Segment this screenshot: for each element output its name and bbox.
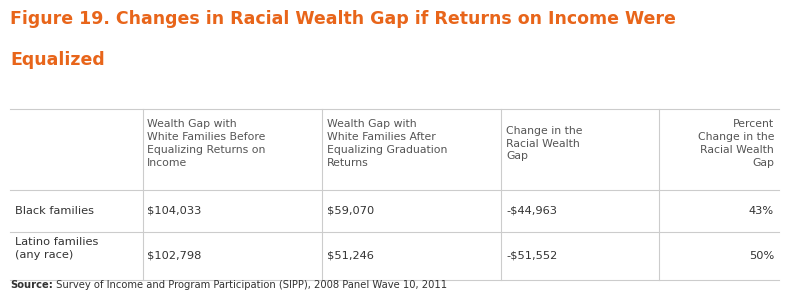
- Text: -$51,552: -$51,552: [506, 251, 557, 261]
- Text: Black families: Black families: [15, 206, 94, 216]
- Text: $51,246: $51,246: [327, 251, 373, 261]
- Text: -$44,963: -$44,963: [506, 206, 557, 216]
- Text: Change in the
Racial Wealth
Gap: Change in the Racial Wealth Gap: [506, 126, 582, 161]
- Text: Survey of Income and Program Participation (SIPP), 2008 Panel Wave 10, 2011: Survey of Income and Program Participati…: [53, 280, 447, 290]
- Text: Wealth Gap with
White Families Before
Equalizing Returns on
Income: Wealth Gap with White Families Before Eq…: [148, 119, 266, 168]
- Text: 43%: 43%: [749, 206, 774, 216]
- Text: Equalized: Equalized: [10, 51, 105, 69]
- Text: Wealth Gap with
White Families After
Equalizing Graduation
Returns: Wealth Gap with White Families After Equ…: [327, 119, 447, 168]
- Text: $102,798: $102,798: [148, 251, 202, 261]
- Text: Figure 19. Changes in Racial Wealth Gap if Returns on Income Were: Figure 19. Changes in Racial Wealth Gap …: [10, 10, 676, 28]
- Text: $59,070: $59,070: [327, 206, 374, 216]
- Text: Source:: Source:: [10, 280, 53, 290]
- Text: 50%: 50%: [749, 251, 774, 261]
- Text: Percent
Change in the
Racial Wealth
Gap: Percent Change in the Racial Wealth Gap: [697, 119, 774, 168]
- Text: $104,033: $104,033: [148, 206, 202, 216]
- Text: Latino families
(any race): Latino families (any race): [15, 237, 99, 260]
